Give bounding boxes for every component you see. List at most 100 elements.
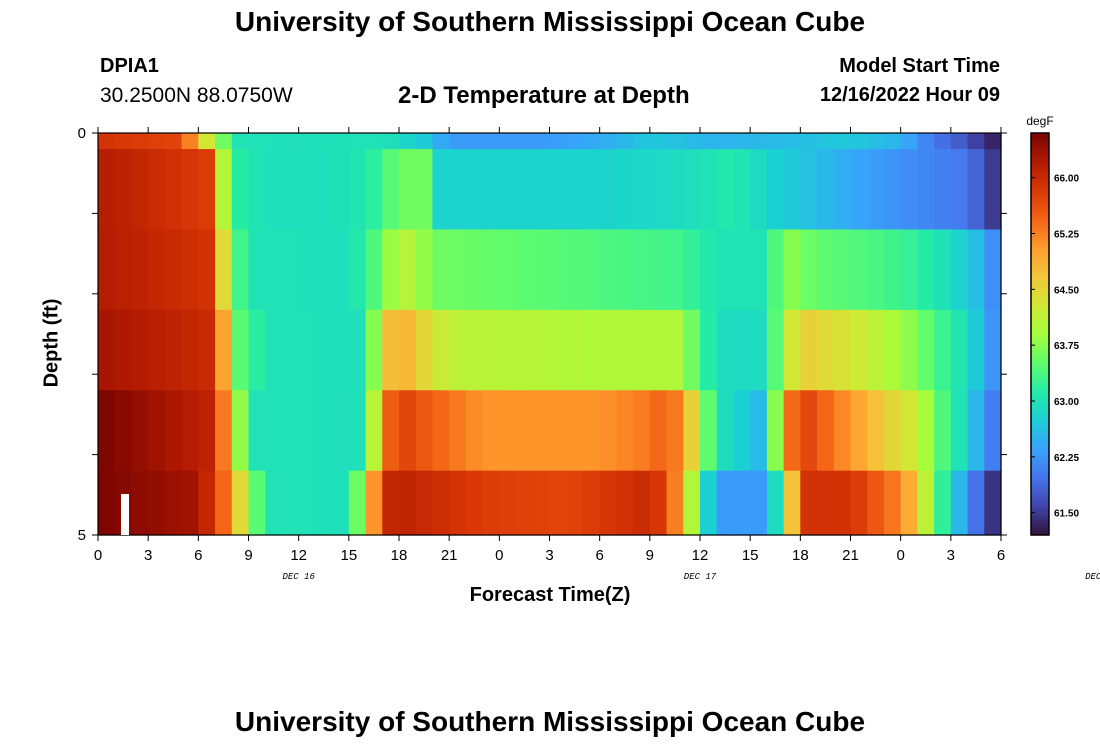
heatmap-cell — [298, 309, 316, 391]
heatmap-cell — [98, 229, 116, 311]
heatmap-cell — [934, 470, 952, 536]
heatmap-cell — [114, 149, 133, 231]
heatmap-cell — [850, 133, 868, 150]
heatmap-cell — [415, 229, 434, 311]
heatmap-cell — [883, 390, 902, 472]
heatmap-cell — [114, 133, 133, 150]
heatmap-cell — [382, 309, 400, 391]
heatmap-cell — [733, 149, 751, 231]
heatmap-cell — [783, 133, 801, 150]
station-id: DPIA1 — [100, 55, 159, 77]
colorbar-tick-label: 66.00 — [1054, 174, 1079, 185]
colorbar-label: degF — [1026, 114, 1053, 128]
heatmap-cell — [315, 133, 333, 150]
heatmap-cell — [516, 149, 534, 231]
heatmap-cell — [399, 470, 417, 536]
heatmap-cell — [833, 229, 852, 311]
heatmap-cell — [616, 390, 634, 472]
heatmap-cell — [98, 470, 116, 536]
heatmap-cell — [549, 390, 567, 472]
heatmap-cell — [683, 133, 701, 150]
heatmap-cell — [265, 309, 283, 391]
heatmap-cell — [231, 309, 250, 391]
heatmap-cell — [298, 149, 316, 231]
heatmap-cell — [131, 309, 149, 391]
heatmap-cell — [482, 229, 500, 311]
heatmap-cell — [382, 229, 400, 311]
heatmap-cell — [198, 390, 216, 472]
heatmap-cell — [800, 309, 818, 391]
heatmap-cell — [365, 470, 383, 536]
heatmap-cell — [883, 309, 902, 391]
heatmap-cell — [750, 229, 768, 311]
heatmap-cell — [833, 470, 852, 536]
heatmap-cell — [599, 390, 617, 472]
heatmap-cell — [850, 229, 868, 311]
heatmap-cell — [633, 390, 651, 472]
heatmap-cells — [98, 133, 1002, 536]
heatmap-cell — [833, 309, 852, 391]
heatmap-cell — [198, 149, 216, 231]
heatmap-cell — [666, 229, 684, 311]
heatmap-cell — [198, 470, 216, 536]
heatmap-cell — [582, 390, 601, 472]
heatmap-cell — [231, 470, 250, 536]
heatmap-cell — [566, 390, 584, 472]
heatmap-cell — [432, 309, 450, 391]
heatmap-cell — [633, 149, 651, 231]
heatmap-cell — [616, 470, 634, 536]
heatmap-cell — [281, 229, 300, 311]
x-tick-label: 3 — [144, 547, 152, 564]
heatmap-cell — [532, 470, 551, 536]
heatmap-cell — [867, 133, 885, 150]
heatmap-cell — [967, 229, 985, 311]
heatmap-cell — [867, 149, 885, 231]
heatmap-cell — [950, 470, 969, 536]
heatmap-cell — [148, 470, 166, 536]
heatmap-cell — [683, 309, 701, 391]
heatmap-cell — [582, 309, 601, 391]
heatmap-cell — [883, 229, 902, 311]
heatmap-cell — [683, 149, 701, 231]
heatmap-cell — [950, 149, 969, 231]
heatmap-cell — [215, 309, 233, 391]
heatmap-cell — [750, 309, 768, 391]
colorbar-tick-label: 62.25 — [1054, 453, 1079, 464]
heatmap-cell — [800, 229, 818, 311]
heatmap-cell — [281, 133, 300, 150]
y-tick-label: 5 — [78, 527, 86, 544]
heatmap-cell — [164, 149, 183, 231]
heatmap-cell — [766, 229, 785, 311]
heatmap-cell — [649, 470, 668, 536]
x-tick-label: 6 — [595, 547, 603, 564]
heatmap-cell — [432, 133, 450, 150]
colorbar-tick-label: 61.50 — [1054, 509, 1079, 520]
heatmap-cell — [833, 133, 852, 150]
heatmap-cell — [582, 470, 601, 536]
heatmap-cell — [449, 390, 467, 472]
date-label: DEC 18 — [1085, 572, 1100, 582]
heatmap-cell — [148, 309, 166, 391]
date-label: DEC 16 — [282, 572, 315, 582]
heatmap-cell — [265, 470, 283, 536]
heatmap-cell — [382, 149, 400, 231]
date-label: DEC 17 — [684, 572, 717, 582]
heatmap-cell — [315, 149, 333, 231]
heatmap-cell — [649, 149, 668, 231]
heatmap-cell — [967, 470, 985, 536]
x-tick-label: 3 — [545, 547, 553, 564]
current-time-marker — [121, 494, 129, 535]
heatmap-cell — [449, 149, 467, 231]
heatmap-cell — [850, 309, 868, 391]
heatmap-cell — [850, 470, 868, 536]
heatmap-cell — [633, 470, 651, 536]
heatmap-cell — [817, 390, 835, 472]
heatmap-cell — [566, 309, 584, 391]
heatmap-cell — [281, 309, 300, 391]
heatmap-cell — [516, 470, 534, 536]
heatmap-cell — [98, 309, 116, 391]
heatmap-cell — [800, 390, 818, 472]
heatmap-cell — [248, 133, 266, 150]
x-tick-label: 15 — [742, 547, 759, 564]
